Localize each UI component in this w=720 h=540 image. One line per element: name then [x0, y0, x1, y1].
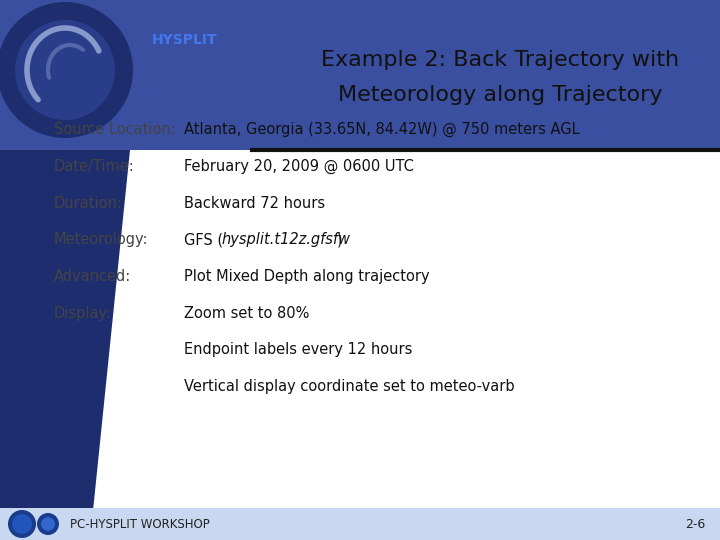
Circle shape	[41, 517, 55, 531]
Text: ): )	[337, 232, 342, 247]
Text: Date/Time:: Date/Time:	[54, 159, 135, 174]
Text: Vertical display coordinate set to meteo-varb: Vertical display coordinate set to meteo…	[184, 379, 514, 394]
Text: Duration:: Duration:	[54, 195, 123, 211]
Text: 2-6: 2-6	[685, 517, 705, 530]
Text: PC-HYSPLIT WORKSHOP: PC-HYSPLIT WORKSHOP	[70, 517, 210, 530]
Circle shape	[8, 510, 36, 538]
Text: Example 2: Back Trajectory with: Example 2: Back Trajectory with	[321, 50, 679, 70]
Polygon shape	[0, 0, 290, 150]
Text: February 20, 2009 @ 0600 UTC: February 20, 2009 @ 0600 UTC	[184, 159, 413, 174]
Text: Display:: Display:	[54, 306, 112, 321]
Bar	[0, 0, 720, 150]
Bar	[0, 508, 720, 540]
Text: Atlanta, Georgia (33.65N, 84.42W) @ 750 meters AGL: Atlanta, Georgia (33.65N, 84.42W) @ 750 …	[184, 122, 579, 137]
Text: Source Location:: Source Location:	[54, 122, 176, 137]
Text: Endpoint labels every 12 hours: Endpoint labels every 12 hours	[184, 342, 412, 357]
Circle shape	[0, 2, 133, 138]
Text: Plot Mixed Depth along trajectory: Plot Mixed Depth along trajectory	[184, 269, 429, 284]
Text: Advanced:: Advanced:	[54, 269, 131, 284]
Circle shape	[37, 513, 59, 535]
Circle shape	[12, 514, 32, 534]
Text: Meteorology along Trajectory: Meteorology along Trajectory	[338, 85, 662, 105]
Text: HYSPLIT: HYSPLIT	[152, 33, 218, 47]
Circle shape	[15, 20, 115, 120]
Text: GFS (: GFS (	[184, 232, 222, 247]
Polygon shape	[0, 0, 130, 540]
Text: hysplit.t12z.gfsfw: hysplit.t12z.gfsfw	[222, 232, 351, 247]
Text: Backward 72 hours: Backward 72 hours	[184, 195, 325, 211]
Text: Zoom set to 80%: Zoom set to 80%	[184, 306, 309, 321]
Text: Meteorology:: Meteorology:	[54, 232, 148, 247]
